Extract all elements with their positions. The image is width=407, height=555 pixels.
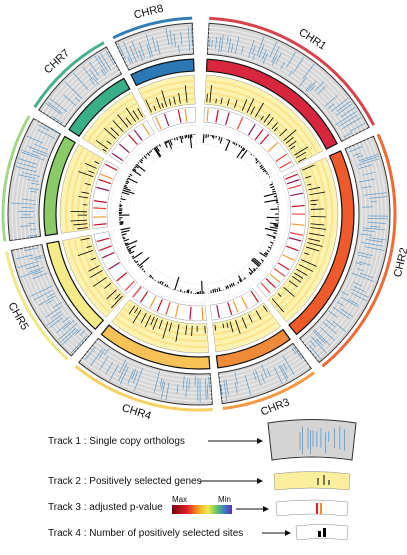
sites bbox=[273, 233, 276, 234]
sites bbox=[174, 138, 175, 140]
sites bbox=[267, 217, 279, 218]
gene bbox=[311, 209, 324, 210]
sites bbox=[123, 238, 125, 239]
track4-sample bbox=[296, 525, 348, 541]
sites bbox=[182, 136, 183, 139]
sites bbox=[255, 158, 256, 159]
pvalue bbox=[93, 208, 106, 209]
legend: Track 1 : Single copy orthologs Track 2 … bbox=[48, 420, 356, 541]
tick bbox=[318, 531, 321, 537]
sites bbox=[127, 179, 128, 180]
sites bbox=[185, 135, 186, 138]
legend-track3: Track 3 : adjusted p-value bbox=[48, 502, 163, 513]
sites bbox=[144, 271, 145, 272]
chr-label: CHR4 bbox=[120, 402, 152, 422]
sites bbox=[274, 196, 277, 197]
sites bbox=[241, 146, 242, 147]
sites bbox=[180, 289, 181, 292]
sites bbox=[233, 142, 234, 144]
track2-sample bbox=[274, 472, 350, 491]
sites bbox=[135, 261, 136, 262]
sites bbox=[275, 226, 278, 227]
chr-label: CHR7 bbox=[42, 47, 72, 76]
max-label: Max bbox=[172, 495, 187, 504]
sites bbox=[256, 268, 257, 269]
sites bbox=[188, 289, 189, 293]
sites bbox=[251, 154, 252, 155]
sites bbox=[167, 141, 168, 143]
legend-track2: Track 2 : Positively selected genes bbox=[48, 476, 202, 487]
tick bbox=[320, 503, 322, 514]
sites bbox=[273, 225, 278, 226]
sites bbox=[270, 209, 278, 210]
sites bbox=[273, 238, 275, 239]
sites bbox=[146, 154, 147, 155]
sites bbox=[203, 134, 204, 143]
sites bbox=[265, 171, 266, 172]
sites bbox=[266, 173, 267, 174]
legend-track4: Track 4 : Number of positively selected … bbox=[48, 528, 243, 539]
sites bbox=[271, 246, 272, 247]
sites bbox=[158, 282, 159, 283]
sites bbox=[213, 135, 214, 138]
tick bbox=[323, 528, 326, 537]
sites bbox=[202, 281, 203, 294]
chr-label: CHR1 bbox=[297, 26, 329, 52]
sites bbox=[228, 140, 229, 141]
sites bbox=[215, 289, 216, 293]
sites bbox=[217, 289, 218, 292]
sites bbox=[124, 185, 126, 186]
legend-track1: Track 1 : Single copy orthologs bbox=[48, 436, 185, 447]
tick bbox=[316, 503, 318, 514]
chr-label: CHR2 bbox=[392, 247, 407, 279]
sites bbox=[259, 163, 260, 164]
sites bbox=[123, 237, 125, 238]
color-scale bbox=[172, 505, 232, 514]
sites bbox=[213, 289, 214, 293]
chr-label: CHR6 bbox=[0, 158, 3, 190]
track3-sample bbox=[276, 500, 348, 516]
sites bbox=[142, 158, 143, 159]
sites bbox=[129, 176, 131, 177]
chr-label: CHR8 bbox=[133, 3, 165, 22]
min-label: Min bbox=[218, 495, 231, 504]
track1-sample bbox=[268, 420, 356, 461]
sites bbox=[138, 163, 139, 164]
